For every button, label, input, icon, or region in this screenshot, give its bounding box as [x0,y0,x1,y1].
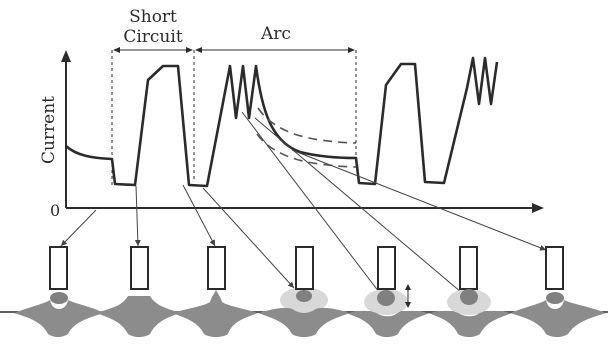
stage-2-sketch [96,246,180,337]
x-axis-arrowhead [532,203,544,213]
stage-4-sketch [258,246,350,337]
stage-connectors [60,111,547,299]
droplet-6 [460,289,478,305]
stage-5-sketch [346,246,430,337]
waveform-lower-envelope [256,133,357,168]
short-circuit-label-line2: Circuit [123,27,182,47]
stage-1-sketch [14,246,104,337]
axes: Current 0 [39,50,544,220]
connector-1 [60,209,97,247]
weld-pool-3 [172,290,258,337]
weld-pool-6 [428,310,512,337]
stage-6-sketch [428,246,512,337]
y-axis-arrowhead [61,50,71,62]
electrode-5 [377,246,396,290]
phase-annotations: Short Circuit Arc [111,7,357,188]
connector-2 [134,185,141,247]
connector-4 [202,187,295,289]
stage-3-sketch [172,246,258,337]
arc-span-arrowhead-right [348,47,355,53]
connector-6 [254,117,469,299]
droplet-7 [546,292,564,304]
electrode-3 [207,246,226,290]
electrode-7 [545,246,564,290]
weld-pool-7 [510,300,606,337]
connector-3 [182,184,216,247]
arc-span-arrowhead-left [195,47,202,53]
short-circuit-span-arrowhead-left [113,47,120,53]
droplet-1 [50,292,68,304]
electrode-1 [49,246,68,290]
weld-pool-1 [14,300,104,337]
gap-indicator-head-bottom [405,302,411,308]
weld-pool-2 [96,296,180,337]
origin-label: 0 [50,201,60,220]
electrode-6 [459,246,478,290]
weld-pool-4 [258,307,350,337]
waveform-upper-envelope [257,107,357,144]
arc-label: Arc [260,24,291,44]
weld-pool-5 [346,310,430,337]
connector-7 [291,149,547,251]
y-axis-label: Current [39,96,59,164]
droplet-4 [296,290,312,302]
connector-5 [241,111,383,297]
droplet-5 [377,290,395,306]
current-waveform [65,56,499,188]
electrode-2 [130,246,149,290]
gap-indicator-head-top [405,284,411,290]
electrode-4 [295,246,314,290]
waveform-trace [65,56,499,188]
short-circuit-label-line1: Short [129,7,177,27]
short-circuit-span-arrowhead-right [186,47,193,53]
stage-7-sketch [510,246,606,337]
